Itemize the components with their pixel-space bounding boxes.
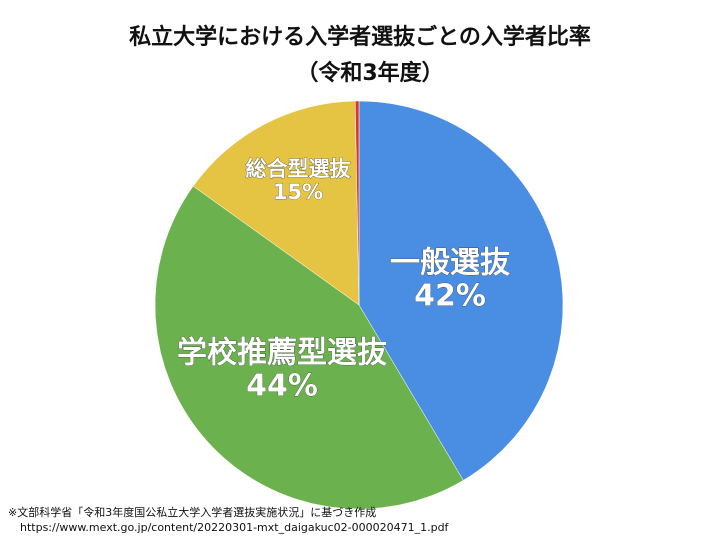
value-label: 42% bbox=[414, 279, 486, 314]
value-label: 44% bbox=[246, 369, 318, 404]
chart-title: 私立大学における入学者選抜ごとの入学者比率 bbox=[129, 24, 591, 50]
footnote: https://www.mext.go.jp/content/20220301-… bbox=[20, 521, 450, 534]
slice-label: 総合型選抜 bbox=[246, 157, 352, 181]
pie-slice bbox=[192, 100, 360, 306]
slice-label: 一般選抜 bbox=[390, 246, 510, 281]
pie-slice bbox=[154, 185, 464, 510]
pie bbox=[154, 100, 564, 510]
pie-slice bbox=[358, 100, 564, 481]
slice-label: 学校推薦型選抜 bbox=[177, 336, 387, 371]
value-label: 15% bbox=[273, 180, 323, 204]
footnote: ※文部科学省「令和3年度国公私立大学入学者選抜実施状況」に基づき作成 bbox=[8, 505, 376, 519]
pie-slice bbox=[354, 100, 360, 306]
chart-subtitle: （令和3年度） bbox=[296, 60, 443, 86]
